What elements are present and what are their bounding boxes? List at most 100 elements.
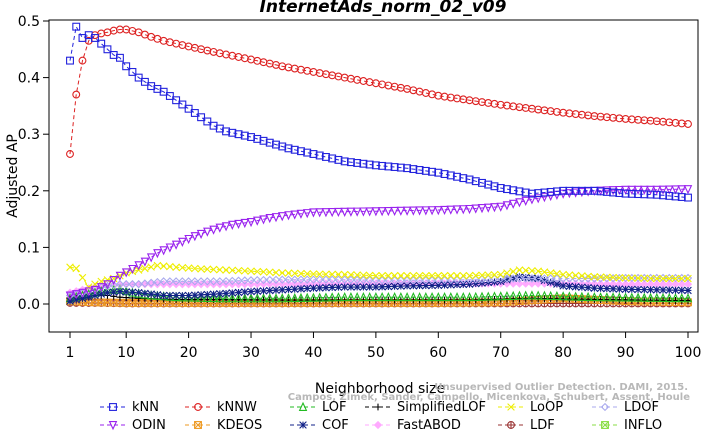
star-marker: [384, 282, 393, 291]
legend-item-knn: kNN: [100, 400, 159, 415]
x-marker: [253, 267, 262, 276]
star-marker: [440, 281, 449, 289]
plus-marker: [353, 296, 361, 304]
x-marker: [628, 274, 636, 282]
diamond-marker: [390, 276, 399, 285]
diamond-marker: [452, 275, 462, 285]
diamond-filled-marker: [515, 279, 524, 288]
star-marker: [365, 283, 374, 291]
watermark-line1: Campos, Zimek, Sander, Campello, Micenko…: [288, 392, 690, 403]
diamond-marker: [546, 274, 555, 283]
triangle-up-marker: [477, 291, 487, 301]
triangle-up-marker: [671, 292, 680, 303]
legend-label: LDF: [530, 418, 555, 433]
star-marker: [397, 282, 405, 290]
square-marker: [103, 45, 112, 54]
y-tick-label: 0.3: [18, 127, 40, 143]
star-marker: [578, 283, 586, 292]
triangle-down-marker: [327, 208, 337, 218]
star-marker: [540, 276, 549, 285]
x-square-marker-cross: [91, 298, 99, 307]
x-square-marker-cross: [141, 299, 149, 307]
y-tick-label: 0.1: [18, 240, 40, 256]
diamond-marker: [159, 277, 168, 286]
triangle-up-marker: [583, 291, 593, 301]
plus-marker: [509, 295, 517, 303]
star-marker: [159, 291, 168, 300]
plus-marker: [409, 296, 417, 304]
diamond-marker: [352, 275, 362, 285]
star-marker: [303, 284, 312, 293]
triangle-down-marker: [533, 194, 543, 204]
triangle-down-marker: [671, 185, 680, 195]
triangle-up-marker: [340, 292, 349, 302]
triangle-down-marker: [565, 189, 574, 199]
x-marker: [228, 266, 237, 275]
triangle-up-marker: [327, 292, 337, 302]
star-marker: [297, 285, 305, 293]
circle-marker: [194, 403, 202, 411]
square-marker: [184, 104, 193, 113]
x-marker: [546, 269, 555, 277]
triangle-up-marker: [365, 292, 374, 302]
triangle-down-marker: [128, 264, 137, 275]
x-marker: [446, 271, 455, 280]
x-marker: [409, 271, 418, 280]
star-marker: [347, 283, 355, 291]
triangle-up-marker: [602, 292, 612, 302]
plus-marker: [378, 296, 386, 304]
legend-item-odin: ODIN: [100, 418, 166, 433]
triangle-down-marker: [409, 206, 418, 216]
square-marker: [272, 140, 280, 149]
x-marker: [290, 269, 299, 278]
diamond-marker: [221, 276, 231, 286]
x-marker: [272, 268, 280, 277]
triangle-down-marker: [203, 227, 212, 237]
x-marker: [615, 273, 624, 282]
circle-marker: [684, 120, 692, 128]
diamond-marker: [415, 276, 424, 285]
star-marker: [153, 291, 162, 299]
plus-marker: [553, 295, 561, 303]
triangle-down-marker: [646, 185, 655, 195]
square-marker: [203, 117, 212, 126]
square-marker: [640, 190, 649, 199]
plot-frame: [48, 19, 699, 333]
diamond-marker: [509, 274, 518, 283]
legend-label: kNN: [132, 400, 159, 415]
x-marker: [309, 270, 318, 278]
watermark-line2: Unsupervised Outlier Detection. DAMI, 20…: [434, 382, 688, 393]
triangle-up-marker: [440, 292, 449, 302]
x-marker: [571, 271, 580, 280]
x-square-marker-cross: [128, 299, 137, 307]
x-marker: [534, 267, 542, 275]
triangle-down-marker: [171, 240, 181, 250]
triangle-up-marker: [621, 292, 630, 302]
x-marker: [147, 263, 155, 271]
circle-marker: [84, 36, 93, 45]
diamond-marker: [440, 275, 449, 285]
plus-marker: [459, 296, 467, 304]
triangle-up-marker: [302, 292, 312, 302]
y-tick-label: 0.5: [18, 14, 40, 30]
triangle-up-marker: [277, 293, 287, 303]
y-tick-label: 0.0: [18, 297, 40, 313]
triangle-up-marker: [471, 291, 481, 301]
series-group: [65, 22, 693, 308]
diamond-marker: [334, 275, 343, 284]
square-marker: [584, 186, 593, 195]
triangle-up-marker: [515, 290, 524, 300]
star-marker: [147, 290, 155, 298]
triangle-down-marker: [483, 203, 493, 213]
plus-marker: [491, 295, 498, 303]
diamond-marker: [359, 275, 368, 285]
legend-label: LoOP: [530, 400, 563, 415]
triangle-up-marker: [446, 292, 456, 302]
triangle-up-marker: [565, 291, 574, 301]
triangle-down-marker: [446, 205, 456, 215]
diamond-marker: [328, 275, 337, 284]
triangle-down-marker: [490, 203, 499, 213]
triangle-down-marker: [215, 223, 225, 233]
triangle-up-marker: [502, 290, 512, 301]
plus-marker: [466, 296, 473, 304]
